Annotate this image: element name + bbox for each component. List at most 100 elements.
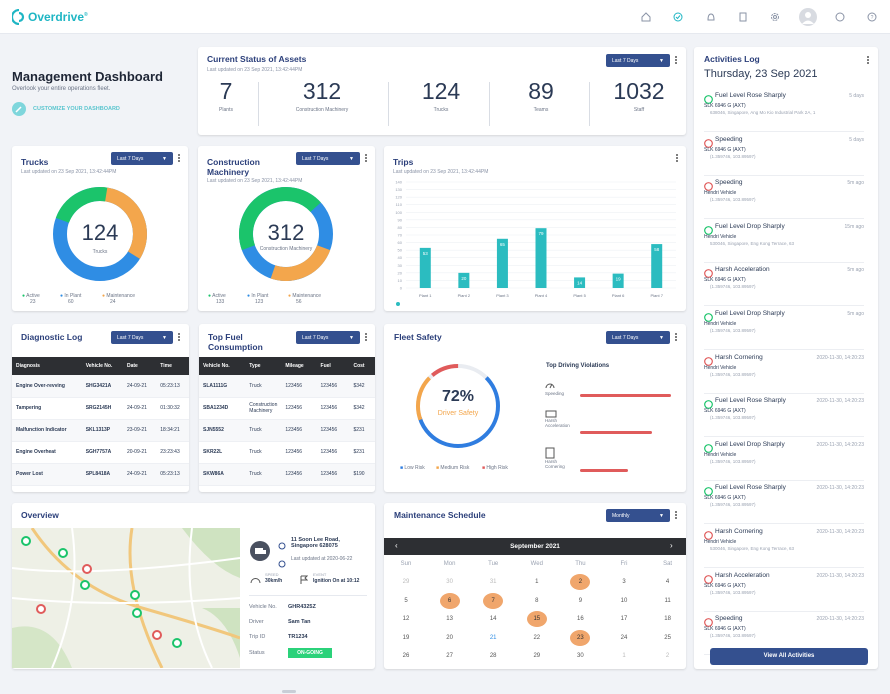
vehicle-marker-icon[interactable] <box>21 536 31 546</box>
kebab-menu-icon[interactable] <box>674 55 678 67</box>
table-cell[interactable]: SHG3421A <box>81 375 123 398</box>
vehicle-marker-icon[interactable] <box>36 604 46 614</box>
table-cell[interactable]: Power Lost <box>12 463 82 486</box>
table-cell[interactable]: SBA1234D <box>199 397 246 420</box>
table-cell[interactable]: Engine Overheat <box>12 441 82 464</box>
calendar-day[interactable]: 11 <box>664 597 671 604</box>
calendar-day[interactable]: 5 <box>404 597 408 604</box>
bar[interactable] <box>574 277 586 288</box>
brand-name[interactable]: Overdrive® <box>28 10 88 24</box>
calendar-day[interactable]: 19 <box>402 634 410 641</box>
table-cell[interactable]: SKR22L <box>199 441 246 464</box>
check-circle-icon[interactable] <box>671 10 685 24</box>
calendar-day[interactable]: 2 <box>570 574 591 590</box>
table-row[interactable]: SLA1111G Truck 123456 123456 $342 <box>199 375 375 398</box>
calendar-day[interactable]: 29 <box>402 579 410 585</box>
home-icon[interactable] <box>639 10 653 24</box>
help-icon[interactable]: ? <box>865 10 879 24</box>
activity-item[interactable]: Harsh Acceleration 5m ago SLK 6946 G (AXT)… <box>704 263 864 307</box>
kebab-menu-icon[interactable] <box>177 332 181 344</box>
calendar-day[interactable]: 24 <box>620 634 628 641</box>
kebab-menu-icon[interactable] <box>866 55 870 67</box>
activity-item[interactable]: Fuel Level Rose Sharply 2020-11-30, 14:20… <box>704 394 864 438</box>
calendar-day[interactable]: 10 <box>620 597 628 604</box>
calendar-day[interactable]: 12 <box>402 616 410 622</box>
calendar-day[interactable]: 23 <box>570 629 591 646</box>
assets-filter-dropdown[interactable]: Last 7 Days ▼ <box>606 54 670 67</box>
calendar-day[interactable]: 16 <box>577 616 584 622</box>
kebab-menu-icon[interactable] <box>675 153 679 165</box>
activity-item[interactable]: Fuel Level Drop Sharply 15m ago Hendri Veh… <box>704 220 864 263</box>
kebab-menu-icon[interactable] <box>674 332 678 344</box>
table-row[interactable]: SJN5552 Truck 123456 123456 $231 <box>199 419 375 442</box>
activity-item[interactable]: Harsh Cornering 2020-11-30, 14:20:23 Hendr… <box>704 525 864 568</box>
table-cell[interactable]: SGH7757A <box>81 441 123 464</box>
table-row[interactable]: Engine Over-revving SHG3421A 24-09-21 05:23… <box>12 375 189 398</box>
calendar-day[interactable]: 27 <box>446 653 453 659</box>
activity-item[interactable]: Speeding 5 days SLK 6946 G (AXT) (1.359746,… <box>704 133 864 176</box>
safety-filter-dropdown[interactable]: Last 7 Days ▼ <box>606 331 670 344</box>
map-view[interactable] <box>12 528 240 668</box>
fuel-filter-dropdown[interactable]: Last 7 Days ▼ <box>296 331 360 344</box>
calendar-day[interactable]: 20 <box>446 634 453 641</box>
activity-item[interactable]: Harsh Acceleration 2020-11-30, 14:20:23 SL… <box>704 569 864 612</box>
vehicle-marker-icon[interactable] <box>58 548 68 558</box>
bar[interactable] <box>458 272 470 288</box>
calendar-day[interactable]: 28 <box>489 653 497 659</box>
gear-icon[interactable] <box>768 10 782 24</box>
calendar-day[interactable]: 29 <box>533 653 541 659</box>
calendar-day[interactable]: 30 <box>577 653 584 659</box>
scroll-indicator[interactable] <box>282 690 296 693</box>
chat-icon[interactable] <box>833 10 847 24</box>
vehicle-marker-icon[interactable] <box>152 630 162 640</box>
activity-item[interactable]: Harsh Cornering 2020-11-30, 14:20:23 Hendr… <box>704 351 864 394</box>
table-row[interactable]: SKW86A Truck 123456 123456 $190 <box>199 463 375 486</box>
vehicle-marker-icon[interactable] <box>132 608 142 618</box>
table-cell[interactable]: Tampering <box>12 397 82 420</box>
table-cell[interactable]: SRG2145H <box>81 397 123 420</box>
kebab-menu-icon[interactable] <box>364 153 368 165</box>
calendar-day[interactable]: 30 <box>446 579 453 585</box>
calendar-day[interactable]: 15 <box>526 611 547 627</box>
table-cell[interactable]: SPL8418A <box>81 463 123 486</box>
overdrive-logo-icon[interactable] <box>10 8 26 26</box>
calendar-day[interactable]: 7 <box>483 592 504 609</box>
vehicle-marker-icon[interactable] <box>82 564 92 574</box>
table-row[interactable]: Power Lost SPL8418A 24-09-21 05:23:13 <box>12 463 189 486</box>
calendar-day[interactable]: 26 <box>402 653 410 659</box>
calendar-day[interactable]: 18 <box>664 616 671 622</box>
calendar-day[interactable]: 2 <box>665 653 670 659</box>
bell-icon[interactable] <box>704 10 718 24</box>
table-row[interactable]: Malfunction Indicator SKL1313P 23-09-21 18:… <box>12 419 189 442</box>
calendar-day[interactable]: 13 <box>446 616 453 622</box>
calendar-day[interactable]: 14 <box>489 616 497 622</box>
table-cell[interactable]: SKL1313P <box>81 419 123 442</box>
avatar[interactable] <box>799 8 817 26</box>
vehicle-marker-icon[interactable] <box>172 638 182 648</box>
bar[interactable] <box>496 238 508 288</box>
calendar-day[interactable]: 17 <box>620 616 628 622</box>
kebab-menu-icon[interactable] <box>177 153 181 165</box>
bar[interactable] <box>612 273 624 288</box>
calendar-day[interactable]: 1 <box>535 579 539 585</box>
activity-item[interactable]: Fuel Level Drop Sharply 5m ago Hendri Vehi… <box>704 307 864 350</box>
activity-item[interactable]: Fuel Level Drop Sharply 2020-11-30, 14:20… <box>704 438 864 481</box>
bar[interactable] <box>651 244 663 288</box>
maintenance-filter-dropdown[interactable]: Monthly ▼ <box>606 509 670 522</box>
calendar-day[interactable]: 21 <box>489 634 497 641</box>
bar[interactable] <box>419 247 431 288</box>
wrench-icon[interactable] <box>12 102 26 116</box>
bar[interactable] <box>535 228 547 288</box>
table-row[interactable]: Tampering SRG2145H 24-09-21 01:30:32 <box>12 397 189 420</box>
table-cell[interactable]: Malfunction Indicator <box>12 419 82 442</box>
table-cell[interactable]: SLA1111G <box>199 375 246 398</box>
calendar-day[interactable]: 4 <box>665 579 670 585</box>
calendar-day[interactable]: 22 <box>533 634 541 641</box>
calendar-day[interactable]: 31 <box>489 579 497 585</box>
table-row[interactable]: SKR22L Truck 123456 123456 $231 <box>199 441 375 464</box>
vehicle-marker-icon[interactable] <box>80 580 90 590</box>
calendar-day[interactable]: 6 <box>439 592 460 609</box>
calendar-day[interactable]: 9 <box>578 597 583 604</box>
prev-month-icon[interactable]: ‹ <box>395 541 398 550</box>
vehicle-marker-icon[interactable] <box>130 590 140 600</box>
